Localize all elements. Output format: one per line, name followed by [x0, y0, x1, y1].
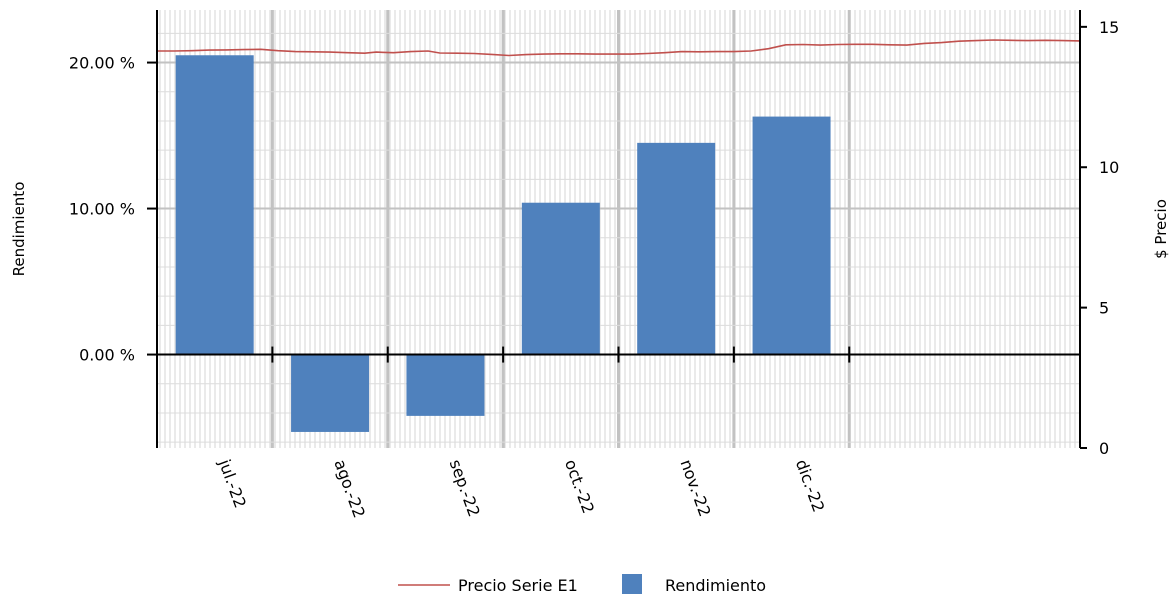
y-left-tick-label: 20.00 % [69, 54, 135, 73]
x-category-label: dic.-22 [792, 457, 829, 515]
bar-oct.-22 [521, 202, 600, 355]
legend-label-rendimiento: Rendimiento [665, 576, 766, 595]
y-left-axis-title: Rendimiento [10, 182, 28, 277]
zero-line [157, 346, 1080, 363]
axes [147, 10, 1087, 449]
legend: Precio Serie E1 Rendimiento [398, 574, 766, 595]
y-right-tick-label: 10 [1099, 158, 1119, 177]
bar-sep.-22 [406, 354, 485, 416]
x-category-label: nov.-22 [676, 457, 714, 519]
y-right-tick-label: 15 [1099, 18, 1119, 37]
price-line [157, 39, 1081, 57]
bars [175, 55, 831, 432]
bar-dic.-22 [752, 116, 831, 355]
price-line-path [157, 39, 1081, 57]
x-category-label: oct.-22 [561, 457, 598, 516]
legend-swatch-bar [622, 574, 642, 594]
x-category-label: jul.-22 [215, 456, 250, 511]
x-category-label: ago.-22 [330, 457, 369, 521]
bar-jul.-22 [175, 55, 254, 355]
bar-nov.-22 [637, 142, 716, 355]
y-left-tick-label: 0.00 % [79, 346, 135, 365]
y-left-tick-label: 10.00 % [69, 200, 135, 219]
legend-label-precio: Precio Serie E1 [458, 576, 578, 595]
y-right-tick-label: 0 [1099, 439, 1109, 458]
y-right-tick-label: 5 [1099, 299, 1109, 318]
y-right-axis-title: $ Precio [1152, 199, 1170, 259]
bar-ago.-22 [291, 354, 370, 432]
x-category-label: sep.-22 [446, 457, 484, 519]
